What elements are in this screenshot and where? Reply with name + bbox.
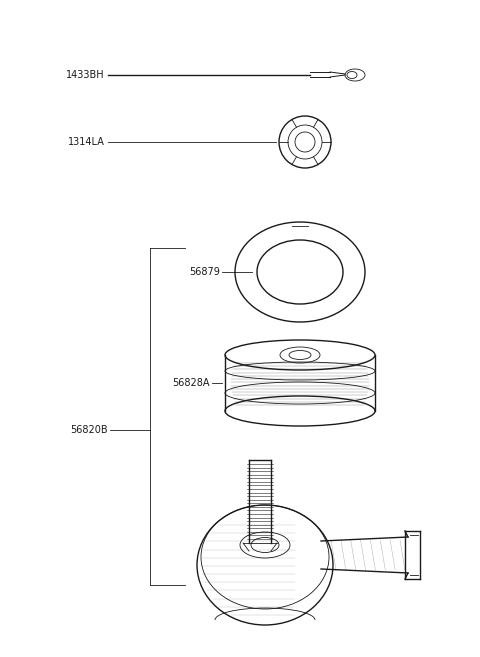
- Text: 1433BH: 1433BH: [66, 70, 105, 80]
- Text: 1314LA: 1314LA: [68, 137, 105, 147]
- Text: 56820B: 56820B: [71, 425, 108, 435]
- Text: 56879: 56879: [189, 267, 220, 277]
- Text: 56828A: 56828A: [172, 378, 210, 388]
